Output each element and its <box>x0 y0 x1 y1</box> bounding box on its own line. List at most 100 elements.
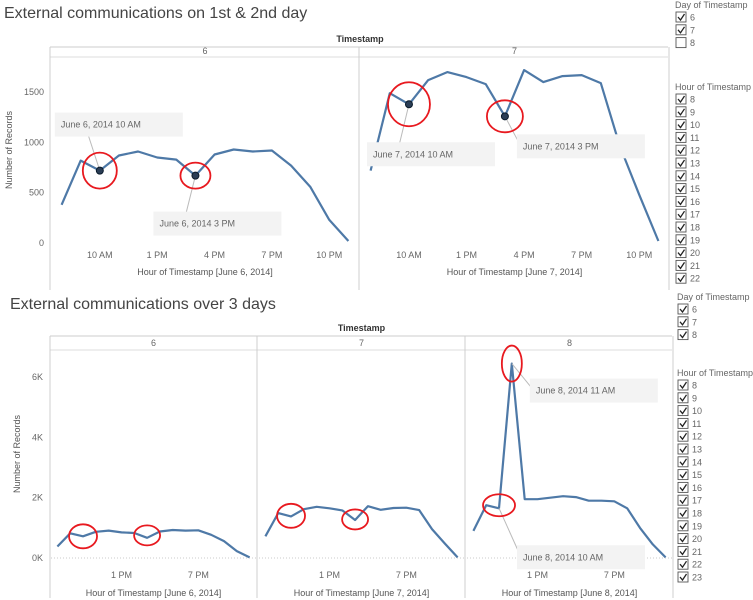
data-point[interactable] <box>561 494 565 498</box>
checkbox[interactable] <box>675 37 687 49</box>
data-point[interactable] <box>145 536 149 540</box>
highlight-point[interactable] <box>500 112 509 121</box>
filter-item[interactable]: 16 <box>675 195 700 207</box>
data-point[interactable] <box>600 499 604 503</box>
filter-item[interactable]: 9 <box>675 106 695 118</box>
data-point[interactable] <box>353 518 357 522</box>
checkbox[interactable] <box>677 316 689 328</box>
checkbox[interactable] <box>677 571 689 583</box>
filter-item[interactable]: 22 <box>677 558 702 570</box>
checkbox[interactable] <box>675 170 687 182</box>
filter-item[interactable]: 21 <box>675 259 700 271</box>
data-point[interactable] <box>119 530 123 534</box>
data-point[interactable] <box>327 218 331 222</box>
data-point[interactable] <box>171 528 175 532</box>
data-point[interactable] <box>625 506 629 510</box>
checkbox[interactable] <box>675 106 687 118</box>
filter-item[interactable]: 6 <box>675 11 695 23</box>
filter-item[interactable]: 19 <box>675 234 700 246</box>
filter-item[interactable]: 9 <box>677 392 697 404</box>
checkbox[interactable] <box>677 417 689 429</box>
data-point[interactable] <box>379 508 383 512</box>
filter-item[interactable]: 15 <box>675 183 700 195</box>
checkbox[interactable] <box>677 405 689 417</box>
filter-item[interactable]: 8 <box>675 37 695 49</box>
data-point[interactable] <box>522 68 526 72</box>
data-point[interactable] <box>548 496 552 500</box>
data-point[interactable] <box>346 239 350 243</box>
data-point[interactable] <box>637 193 641 197</box>
data-point[interactable] <box>541 80 545 84</box>
filter-item[interactable]: 18 <box>675 221 700 233</box>
filter-item[interactable]: 11 <box>675 131 699 143</box>
checkbox[interactable] <box>675 131 687 143</box>
data-point[interactable] <box>136 150 140 154</box>
data-point[interactable] <box>465 75 469 79</box>
data-point[interactable] <box>366 504 370 508</box>
filter-item[interactable]: 10 <box>675 119 700 131</box>
filter-item[interactable]: 17 <box>675 208 700 220</box>
filter-item[interactable]: 7 <box>677 316 697 328</box>
checkbox[interactable] <box>677 558 689 570</box>
data-point[interactable] <box>117 154 121 158</box>
data-point[interactable] <box>417 508 421 512</box>
filter-item[interactable]: 12 <box>677 430 702 442</box>
filter-item[interactable]: 8 <box>677 329 697 341</box>
data-point[interactable] <box>392 506 396 510</box>
data-point[interactable] <box>430 527 434 531</box>
highlight-point[interactable] <box>191 171 200 180</box>
data-point[interactable] <box>369 169 373 173</box>
data-point[interactable] <box>574 495 578 499</box>
filter-item[interactable]: 6 <box>677 303 697 315</box>
data-point[interactable] <box>599 81 603 85</box>
checkbox[interactable] <box>677 430 689 442</box>
data-point[interactable] <box>289 164 293 168</box>
highlight-point[interactable] <box>404 100 413 109</box>
filter-item[interactable]: 18 <box>677 507 702 519</box>
data-point[interactable] <box>535 497 539 501</box>
checkbox[interactable] <box>675 221 687 233</box>
filter-item[interactable]: 20 <box>675 247 700 259</box>
filter-item[interactable]: 16 <box>677 481 702 493</box>
checkbox[interactable] <box>677 481 689 493</box>
data-point[interactable] <box>209 533 213 537</box>
checkbox[interactable] <box>675 119 687 131</box>
data-point[interactable] <box>155 156 159 160</box>
checkbox[interactable] <box>677 533 689 545</box>
data-point[interactable] <box>79 159 83 163</box>
filter-item[interactable]: 19 <box>677 520 702 532</box>
checkbox[interactable] <box>675 183 687 195</box>
filter-item[interactable]: 17 <box>677 494 702 506</box>
data-point[interactable] <box>456 555 460 559</box>
filter-item[interactable]: 11 <box>677 417 701 429</box>
checkbox[interactable] <box>677 469 689 481</box>
data-point[interactable] <box>81 534 85 538</box>
checkbox[interactable] <box>675 157 687 169</box>
data-point[interactable] <box>308 185 312 189</box>
data-point[interactable] <box>651 542 655 546</box>
data-point[interactable] <box>55 545 59 549</box>
data-point[interactable] <box>638 526 642 530</box>
checkbox[interactable] <box>677 456 689 468</box>
data-point[interactable] <box>580 73 584 77</box>
data-point[interactable] <box>664 555 668 559</box>
data-point[interactable] <box>270 149 274 153</box>
data-point[interactable] <box>213 153 217 157</box>
data-point[interactable] <box>196 528 200 532</box>
data-point[interactable] <box>340 508 344 512</box>
data-point[interactable] <box>263 534 267 538</box>
checkbox[interactable] <box>675 24 687 36</box>
data-point[interactable] <box>184 529 188 533</box>
filter-item[interactable]: 22 <box>675 272 700 284</box>
data-point[interactable] <box>587 499 591 503</box>
highlight-point[interactable] <box>95 166 104 175</box>
data-point[interactable] <box>232 147 236 151</box>
checkbox[interactable] <box>677 379 689 391</box>
checkbox[interactable] <box>677 520 689 532</box>
data-point[interactable] <box>445 70 449 74</box>
data-point[interactable] <box>174 158 178 162</box>
data-point[interactable] <box>523 497 527 501</box>
checkbox[interactable] <box>675 259 687 271</box>
data-point[interactable] <box>426 78 430 82</box>
data-point[interactable] <box>656 239 660 243</box>
